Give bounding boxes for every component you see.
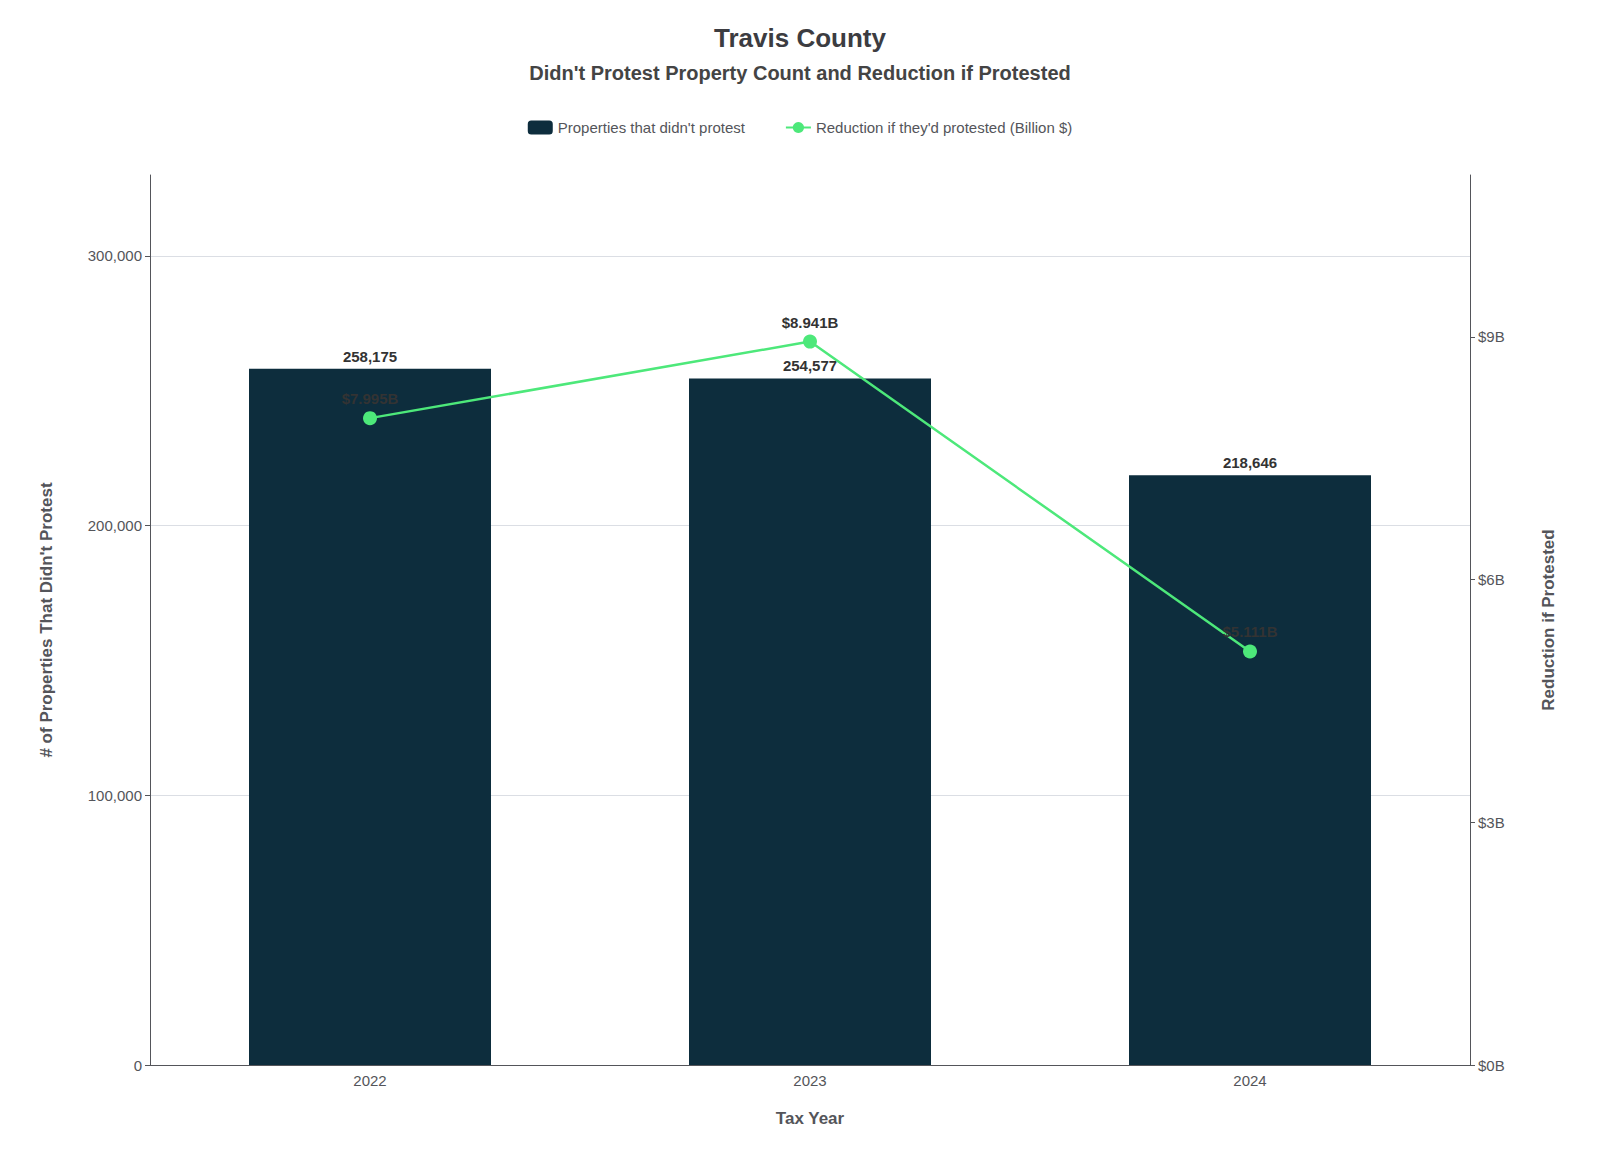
svg-text:$3B: $3B xyxy=(1478,814,1505,831)
svg-text:$7.995B: $7.995B xyxy=(342,390,399,407)
svg-text:$6B: $6B xyxy=(1478,571,1505,588)
svg-text:Properties that didn't protest: Properties that didn't protest xyxy=(558,119,746,136)
svg-text:258,175: 258,175 xyxy=(343,348,397,365)
svg-text:Reduction if they'd protested: Reduction if they'd protested (Billion $… xyxy=(816,119,1072,136)
svg-text:2024: 2024 xyxy=(1233,1072,1266,1089)
svg-text:0: 0 xyxy=(134,1057,142,1074)
svg-text:$5.111B: $5.111B xyxy=(1222,623,1277,640)
svg-text:200,000: 200,000 xyxy=(88,517,142,534)
svg-text:300,000: 300,000 xyxy=(88,247,142,264)
svg-text:100,000: 100,000 xyxy=(88,787,142,804)
svg-text:# of Properties That Didn't Pr: # of Properties That Didn't Protest xyxy=(37,482,56,757)
svg-text:$0B: $0B xyxy=(1478,1057,1505,1074)
svg-text:218,646: 218,646 xyxy=(1223,454,1277,471)
svg-text:Tax Year: Tax Year xyxy=(776,1109,845,1128)
svg-text:$8.941B: $8.941B xyxy=(782,314,839,331)
svg-text:2022: 2022 xyxy=(353,1072,386,1089)
svg-text:254,577: 254,577 xyxy=(783,357,837,374)
svg-text:2023: 2023 xyxy=(793,1072,826,1089)
svg-text:Travis County: Travis County xyxy=(714,23,886,53)
svg-text:Reduction if Protested: Reduction if Protested xyxy=(1539,529,1558,710)
svg-text:Didn't Protest Property Count: Didn't Protest Property Count and Reduct… xyxy=(529,62,1070,84)
svg-text:$9B: $9B xyxy=(1478,328,1505,345)
